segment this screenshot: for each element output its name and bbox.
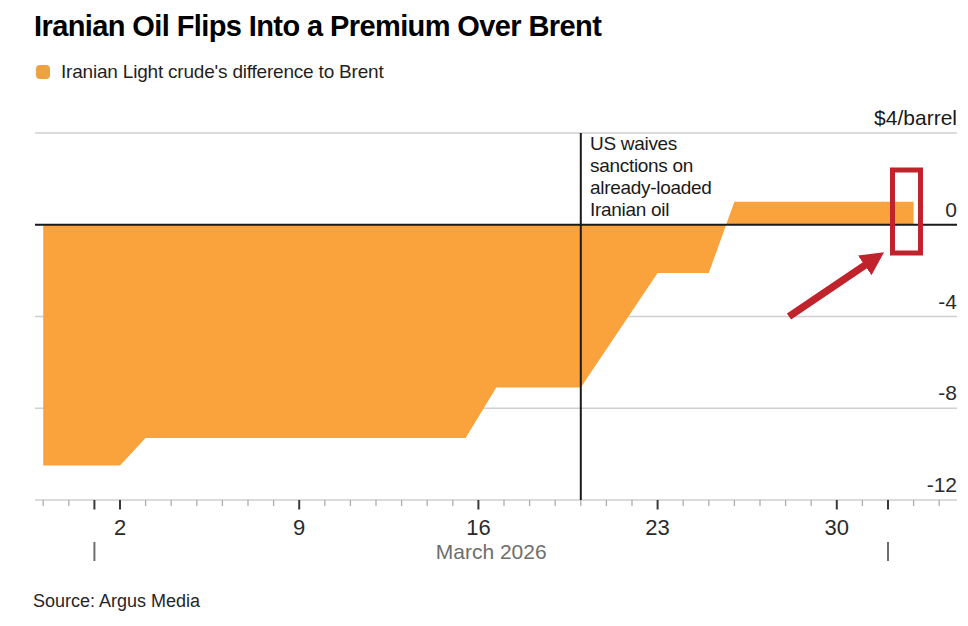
annotation-line: US waives bbox=[590, 133, 712, 155]
y-axis-label: -12 bbox=[927, 473, 957, 496]
x-tick-label: 16 bbox=[466, 515, 490, 540]
month-label: March 2026 bbox=[436, 540, 547, 563]
series-area bbox=[43, 202, 913, 466]
y-axis-label: 0 bbox=[945, 198, 957, 221]
annotation-line: already-loaded bbox=[590, 177, 712, 199]
area-chart: $4/barrel 0 -4 -8 -12 2 9 16 23 30 March 2026 bbox=[0, 0, 968, 626]
x-tick-label: 23 bbox=[645, 515, 669, 540]
annotation-line: Iranian oil bbox=[590, 199, 712, 221]
x-tick-label: 2 bbox=[114, 515, 126, 540]
x-tick-label: 30 bbox=[825, 515, 849, 540]
y-axis-label: -4 bbox=[938, 290, 957, 313]
highlight-arrow bbox=[789, 265, 866, 317]
x-tick-label: 9 bbox=[293, 515, 305, 540]
source-note: Source: Argus Media bbox=[33, 591, 200, 612]
chart-canvas: Iranian Oil Flips Into a Premium Over Br… bbox=[0, 0, 968, 626]
annotation-line: sanctions on bbox=[590, 155, 712, 177]
y-axis-label: -8 bbox=[938, 381, 957, 404]
event-annotation: US waives sanctions on already-loaded Ir… bbox=[590, 133, 712, 221]
y-axis-label: $4/barrel bbox=[874, 106, 957, 129]
